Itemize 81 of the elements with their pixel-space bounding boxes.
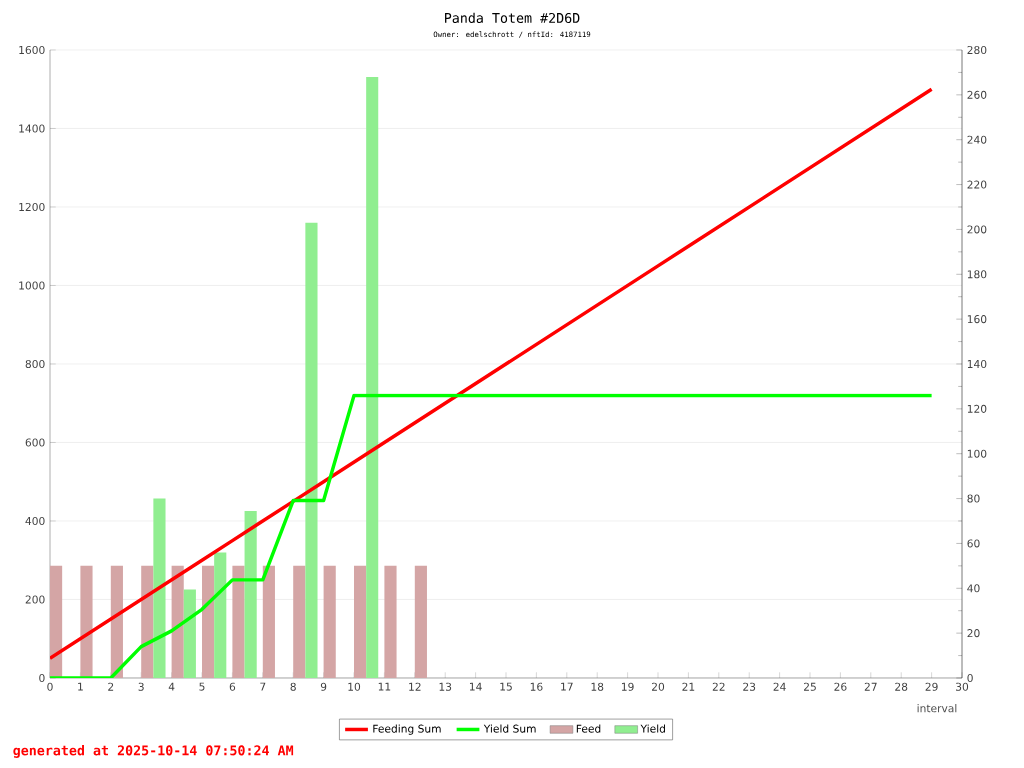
text: generated at 2025-10-14 07:50:24 AM bbox=[13, 745, 294, 758]
x-tick-label: 30 bbox=[956, 682, 969, 691]
y2-tick-label: 80 bbox=[967, 494, 980, 503]
y2-tick-label: 100 bbox=[967, 449, 987, 458]
x-tick-label: 20 bbox=[651, 682, 665, 691]
x-tick-label: 25 bbox=[804, 682, 816, 691]
bar bbox=[293, 565, 306, 678]
legend-label: Yield Sum bbox=[483, 724, 536, 733]
x-tick-label: 2 bbox=[108, 682, 114, 691]
x-tick-label: 24 bbox=[773, 682, 786, 691]
bar bbox=[414, 565, 427, 678]
y2-tick-label: 20 bbox=[967, 629, 980, 638]
x-tick-label: 19 bbox=[621, 682, 634, 691]
y2-tick-label: 60 bbox=[967, 539, 980, 548]
bar bbox=[110, 565, 123, 678]
x-axis-title: interval bbox=[917, 704, 957, 713]
y2-tick-label: 0 bbox=[967, 673, 973, 683]
bar bbox=[366, 76, 379, 678]
y2-tick-label: 240 bbox=[967, 135, 987, 144]
bar bbox=[244, 510, 257, 678]
x-tick-label: 0 bbox=[47, 682, 53, 691]
y2-tick-label: 160 bbox=[967, 315, 987, 324]
x-tick-label: 6 bbox=[229, 682, 236, 691]
x-tick-label: 8 bbox=[290, 682, 296, 691]
bar bbox=[232, 565, 245, 678]
bar bbox=[354, 565, 367, 678]
x-tick-label: 16 bbox=[530, 682, 543, 691]
bar bbox=[80, 565, 93, 678]
legend-label: Feed bbox=[576, 724, 601, 733]
x-tick-label: 10 bbox=[348, 682, 361, 691]
x-tick-label: 17 bbox=[561, 682, 573, 691]
bar bbox=[384, 565, 397, 678]
bar bbox=[141, 565, 154, 678]
y2-tick-label: 40 bbox=[967, 584, 980, 593]
y2-tick-label: 120 bbox=[967, 404, 987, 413]
x-tick-label: 11 bbox=[378, 682, 391, 691]
legend-label: Feeding Sum bbox=[373, 724, 441, 735]
x-tick-label: 21 bbox=[682, 682, 695, 691]
x-tick-label: 14 bbox=[469, 682, 482, 691]
y2-tick-label: 260 bbox=[967, 90, 987, 99]
y2-tick-label: 180 bbox=[967, 270, 987, 279]
x-tick-label: 5 bbox=[199, 682, 205, 691]
bar bbox=[202, 565, 215, 678]
y-tick-label: 1000 bbox=[19, 281, 45, 290]
x-tick-label: 12 bbox=[409, 682, 421, 691]
y-tick-label: 200 bbox=[25, 595, 45, 604]
bar bbox=[153, 498, 166, 678]
x-tick-label: 22 bbox=[712, 682, 725, 691]
y-tick-label: 400 bbox=[25, 516, 45, 526]
x-tick-label: 18 bbox=[591, 682, 604, 691]
y2-tick-label: 280 bbox=[967, 45, 987, 55]
chart-title: Panda Totem #2D6D bbox=[445, 12, 580, 24]
bar bbox=[305, 222, 318, 678]
bar bbox=[183, 589, 196, 678]
x-tick-label: 7 bbox=[260, 682, 266, 691]
x-tick-label: 9 bbox=[320, 682, 327, 691]
y-tick-label: 0 bbox=[39, 673, 45, 683]
y-tick-label: 600 bbox=[25, 438, 45, 447]
y2-tick-label: 200 bbox=[967, 225, 987, 234]
x-tick-label: 13 bbox=[439, 682, 452, 691]
x-tick-label: 15 bbox=[500, 682, 512, 691]
y2-tick-label: 140 bbox=[967, 359, 987, 369]
legend-label: Yield bbox=[640, 724, 665, 733]
bar bbox=[171, 565, 184, 678]
x-tick-label: 26 bbox=[834, 682, 847, 691]
y2-tick-label: 220 bbox=[967, 180, 987, 189]
x-tick-label: 3 bbox=[138, 682, 144, 691]
y-tick-label: 1600 bbox=[19, 45, 45, 55]
bar bbox=[50, 565, 63, 678]
x-tick-label: 23 bbox=[743, 682, 756, 691]
x-tick-label: 27 bbox=[864, 682, 877, 691]
x-tick-label: 1 bbox=[78, 682, 83, 691]
bar bbox=[214, 552, 227, 678]
x-tick-label: 4 bbox=[168, 682, 175, 691]
y-tick-label: 1200 bbox=[19, 202, 45, 212]
y-tick-label: 1400 bbox=[19, 124, 45, 133]
x-tick-label: 28 bbox=[895, 682, 908, 691]
y-tick-label: 800 bbox=[25, 359, 45, 369]
bar bbox=[262, 565, 275, 678]
x-tick-label: 29 bbox=[925, 682, 938, 691]
bar bbox=[323, 565, 336, 678]
